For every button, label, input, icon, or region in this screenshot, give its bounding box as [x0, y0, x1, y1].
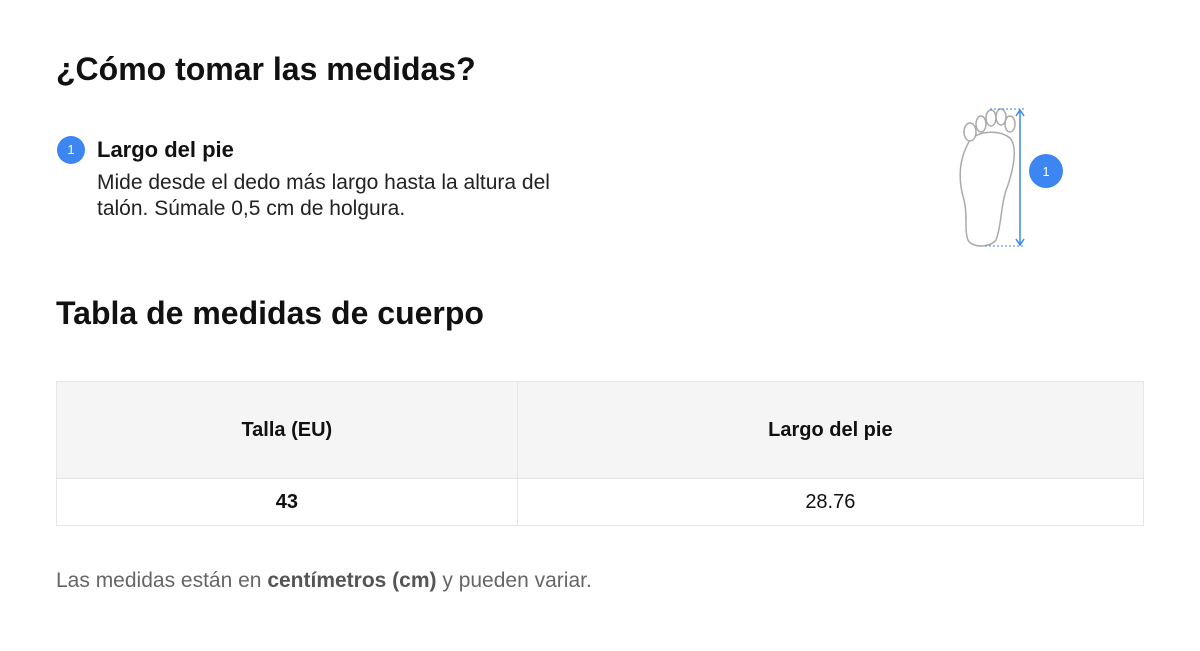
foot-outline [959, 131, 1015, 247]
length-cell: 28.76 [516, 478, 1145, 526]
header-cell: Talla (EU) [56, 381, 518, 479]
toe [985, 109, 997, 127]
footnote: Las medidas están en centímetros (cm) y … [56, 569, 592, 593]
toe [963, 122, 977, 142]
footnote-bold: centímetros (cm) [267, 569, 437, 592]
size-table: Talla (EU) Largo del pie 43 28.76 [56, 381, 1145, 526]
illustration-badge-circle [1029, 154, 1063, 188]
size-cell: 43 [56, 478, 518, 526]
illustration-badge: 1 [1042, 164, 1049, 179]
step-label: Largo del pie [97, 137, 234, 162]
arrowheads [1015, 108, 1025, 247]
foot-illustration: 1 [959, 108, 1063, 247]
step-description: Mide desde el dedo más largo hasta la al… [97, 171, 550, 220]
toe [995, 108, 1007, 126]
header-cell: Largo del pie [516, 381, 1145, 479]
toe [1004, 115, 1016, 133]
step-badge: 1 [57, 136, 85, 164]
toe [975, 115, 987, 133]
footnote-text: y pueden variar. [436, 569, 592, 592]
table-title: Tabla de medidas de cuerpo [56, 295, 484, 331]
title: ¿Cómo tomar las medidas? [56, 51, 476, 87]
footnote-text: Las medidas están en [56, 569, 268, 592]
data-row: 43 28.76 [56, 478, 1145, 526]
header-row: Talla (EU) Largo del pie [56, 381, 1145, 479]
